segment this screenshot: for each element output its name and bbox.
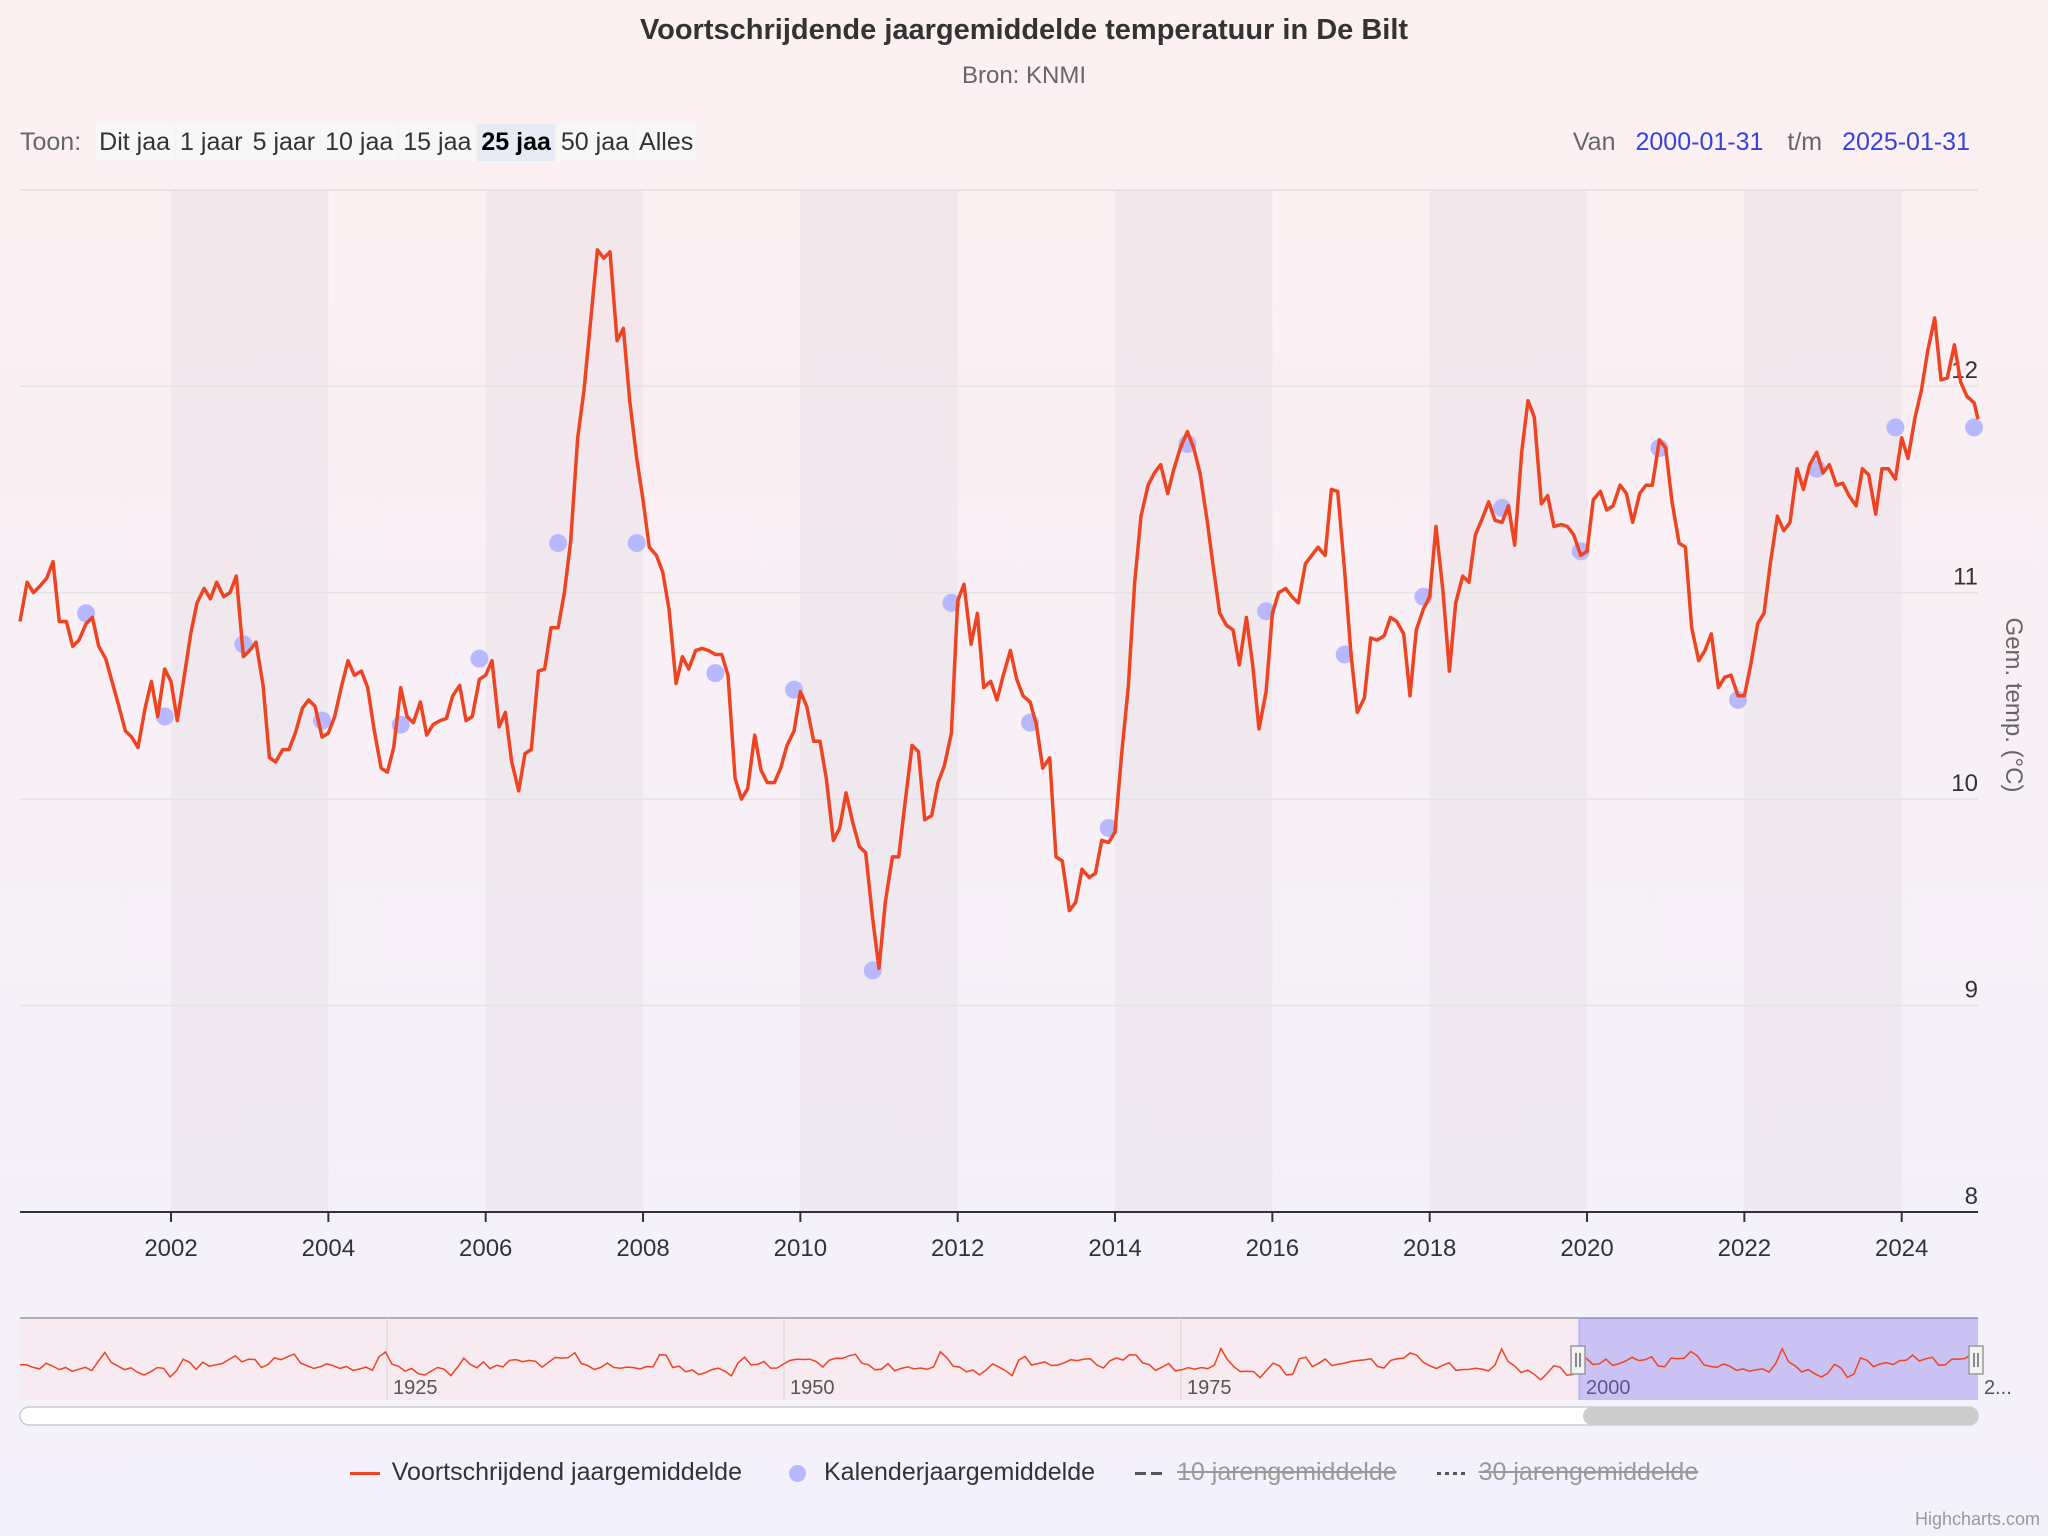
y-tick-label: 12 — [1951, 357, 1978, 384]
y-tick-label: 8 — [1965, 1183, 1978, 1210]
date-from-input[interactable]: 2000-01-31 — [1635, 127, 1764, 156]
x-tick-label: 2024 — [1875, 1235, 1928, 1262]
navigator-background — [20, 1318, 1978, 1400]
plot-band — [1744, 190, 1902, 1212]
x-tick-label: 2018 — [1403, 1235, 1456, 1262]
series-group — [18, 248, 1984, 980]
range-button-25-years[interactable]: 25 jaa — [477, 123, 555, 161]
date-range: Van 2000-01-31 t/m 2025-01-31 — [1573, 122, 1970, 162]
range-selector-label: Toon: — [20, 127, 82, 156]
x-tick-label: 2014 — [1088, 1235, 1141, 1262]
calendar-year-point — [1965, 418, 1984, 437]
navigator-tick-label: 2... — [1984, 1377, 2012, 1399]
x-tick-label: 2012 — [931, 1235, 984, 1262]
legend-label-calendar: Kalenderjaargemiddelde — [823, 1458, 1096, 1486]
navigator-tick-label: 1925 — [393, 1377, 438, 1399]
legend-label-10yr: 10 jarengemiddelde — [1177, 1458, 1397, 1486]
y-tick-label: 9 — [1965, 977, 1978, 1004]
plot-band — [800, 190, 958, 1212]
legend-item-30yr[interactable]: 30 jarengemiddelde — [1436, 1458, 1699, 1487]
x-tick-label: 2016 — [1246, 1235, 1299, 1262]
y-axis-title: Gem. temp. (°C) — [2000, 618, 2027, 793]
navigator-handle[interactable] — [1570, 1345, 1586, 1375]
chart-subtitle: Bron: KNMI — [961, 62, 1087, 89]
y-tick-label: 11 — [1953, 564, 1978, 591]
calendar-year-point — [1886, 418, 1905, 437]
legend-item-rolling[interactable]: Voortschrijdend jaargemiddelde — [349, 1458, 742, 1487]
plot-band — [171, 190, 329, 1212]
navigator: 1925 1950 1975 2000 2... — [19, 1317, 2012, 1426]
x-tick-label: 2010 — [774, 1235, 827, 1262]
x-tick-label: 2020 — [1560, 1235, 1613, 1262]
range-button-all[interactable]: Alles — [635, 123, 698, 161]
x-tick-label: 2002 — [144, 1235, 197, 1262]
x-tick-label: 2022 — [1718, 1235, 1771, 1262]
range-button-50-years[interactable]: 50 jaa — [556, 123, 634, 161]
x-tick-label: 2004 — [302, 1235, 355, 1262]
legend-line-symbol — [349, 1463, 380, 1483]
range-button-this-year[interactable]: Dit jaa — [95, 123, 175, 161]
x-tick-label: 2008 — [616, 1235, 669, 1262]
y-axis: 8 9 10 11 12 — [1951, 357, 1978, 1210]
plot-bands — [171, 190, 1902, 1212]
credits-link[interactable]: Highcharts.com — [1914, 1509, 2040, 1529]
calendar-year-point — [549, 534, 568, 553]
scrollbar-thumb[interactable] — [1583, 1407, 1978, 1425]
calendar-year-point — [627, 534, 646, 553]
range-button-15-years[interactable]: 15 jaa — [399, 123, 476, 161]
legend-label-rolling: Voortschrijdend jaargemiddelde — [391, 1458, 742, 1486]
navigator-tick-label: 2000 — [1586, 1377, 1631, 1399]
chart-title: Voortschrijdende jaargemiddelde temperat… — [639, 14, 1409, 46]
y-tick-label: 10 — [1951, 770, 1978, 797]
range-button-1-year[interactable]: 1 jaar — [176, 123, 247, 161]
grid-lines — [20, 189, 1978, 1007]
navigator-tick-label: 1975 — [1187, 1377, 1232, 1399]
plot-band — [1429, 190, 1588, 1212]
x-axis: 2002 2004 2006 2008 2010 2012 2014 2016 2018 2020… — [20, 1211, 1978, 1262]
calendar-year-point — [706, 664, 725, 683]
calendar-year-point — [155, 707, 174, 726]
plot-band — [1115, 190, 1273, 1212]
date-from-label: Van — [1572, 127, 1616, 156]
range-selector: Toon: Dit jaa 1 jaar 5 jaar 10 jaa 15 ja… — [20, 122, 699, 162]
legend-item-calendar[interactable]: Kalenderjaargemiddelde — [782, 1458, 1095, 1487]
range-button-5-years[interactable]: 5 jaar — [248, 123, 320, 161]
date-to-input[interactable]: 2025-01-31 — [1842, 127, 1970, 156]
legend-dash-symbol — [1135, 1463, 1165, 1483]
legend-dotline-symbol — [1436, 1463, 1467, 1483]
legend: Voortschrijdend jaargemiddelde Kalenderj… — [0, 1458, 2048, 1487]
rolling-average-line — [18, 248, 1980, 971]
x-tick-label: 2006 — [459, 1235, 512, 1262]
legend-label-30yr: 30 jarengemiddelde — [1478, 1458, 1699, 1486]
plot-band — [485, 190, 644, 1212]
legend-item-10yr[interactable]: 10 jarengemiddelde — [1135, 1458, 1397, 1487]
calendar-year-point — [470, 649, 489, 668]
range-button-10-years[interactable]: 10 jaa — [321, 123, 398, 161]
navigator-tick-label: 1950 — [790, 1377, 835, 1399]
date-to-label: t/m — [1787, 127, 1823, 156]
navigator-handle[interactable] — [1968, 1345, 1984, 1375]
navigator-series-line — [20, 1346, 1979, 1381]
legend-dot-symbol — [782, 1463, 812, 1483]
